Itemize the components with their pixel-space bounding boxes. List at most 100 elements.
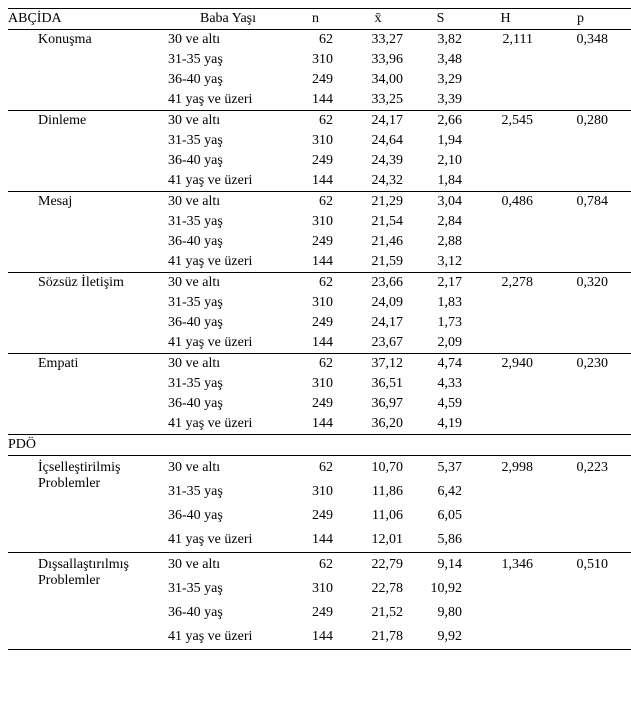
cell-p: 0,348 [543, 30, 618, 51]
cell-xbar: 33,25 [343, 90, 413, 111]
cell-p: 0,320 [543, 273, 618, 294]
col-xbar: x̄ [343, 9, 413, 30]
cell-n: 144 [288, 171, 343, 192]
cell-age: 30 ve altı [168, 456, 288, 481]
cell-p [543, 171, 618, 192]
cell-s: 1,73 [413, 313, 468, 333]
cell-n: 249 [288, 232, 343, 252]
cell-h: 2,545 [468, 111, 543, 132]
cell-p [543, 625, 618, 650]
cell-age: 31-35 yaş [168, 293, 288, 313]
cell-n: 144 [288, 625, 343, 650]
cell-h [468, 625, 543, 650]
cell-s: 9,92 [413, 625, 468, 650]
cell-p: 0,510 [543, 553, 618, 578]
cell-xbar: 12,01 [343, 528, 413, 553]
cell-n: 249 [288, 394, 343, 414]
cell-h [468, 374, 543, 394]
group-name: İçselleştirilmiş Problemler [38, 456, 168, 553]
cell-age: 41 yaş ve üzeri [168, 625, 288, 650]
cell-xbar: 33,27 [343, 30, 413, 51]
cell-s: 2,66 [413, 111, 468, 132]
group-name: Empati [38, 354, 168, 435]
cell-s: 4,74 [413, 354, 468, 375]
cell-p [543, 333, 618, 354]
cell-age: 31-35 yaş [168, 577, 288, 601]
cell-n: 62 [288, 273, 343, 294]
cell-n: 310 [288, 374, 343, 394]
cell-n: 144 [288, 90, 343, 111]
table-row: Sözsüz İletişim30 ve altı6223,662,172,27… [8, 273, 631, 294]
cell-age: 36-40 yaş [168, 70, 288, 90]
cell-n: 310 [288, 131, 343, 151]
section-row-pdo: PDÖ [8, 435, 631, 456]
cell-age: 36-40 yaş [168, 151, 288, 171]
cell-p: 0,784 [543, 192, 618, 213]
cell-h [468, 151, 543, 171]
cell-xbar: 23,66 [343, 273, 413, 294]
cell-s: 2,10 [413, 151, 468, 171]
cell-h: 2,998 [468, 456, 543, 481]
cell-p [543, 577, 618, 601]
cell-s: 1,84 [413, 171, 468, 192]
cell-p [543, 252, 618, 273]
col-s: S [413, 9, 468, 30]
cell-n: 249 [288, 151, 343, 171]
cell-age: 36-40 yaş [168, 504, 288, 528]
cell-xbar: 24,64 [343, 131, 413, 151]
cell-h [468, 480, 543, 504]
group-name: Dinleme [38, 111, 168, 192]
cell-s: 5,86 [413, 528, 468, 553]
cell-xbar: 33,96 [343, 50, 413, 70]
cell-p [543, 212, 618, 232]
table-row: Konuşma30 ve altı6233,273,822,1110,348 [8, 30, 631, 51]
cell-h [468, 232, 543, 252]
cell-n: 310 [288, 293, 343, 313]
col-h: H [468, 9, 543, 30]
table-row: Mesaj30 ve altı6221,293,040,4860,784 [8, 192, 631, 213]
cell-n: 62 [288, 111, 343, 132]
table-header-row: ABÇİDA Baba Yaşı n x̄ S H p [8, 9, 631, 30]
cell-s: 10,92 [413, 577, 468, 601]
group-name: Mesaj [38, 192, 168, 273]
cell-xbar: 23,67 [343, 333, 413, 354]
cell-p [543, 151, 618, 171]
col-n: n [288, 9, 343, 30]
cell-xbar: 21,46 [343, 232, 413, 252]
cell-n: 249 [288, 601, 343, 625]
cell-xbar: 22,79 [343, 553, 413, 578]
cell-p [543, 374, 618, 394]
cell-xbar: 10,70 [343, 456, 413, 481]
col-section: ABÇİDA [8, 9, 168, 30]
group-name: Konuşma [38, 30, 168, 111]
cell-h [468, 528, 543, 553]
cell-p [543, 70, 618, 90]
cell-s: 1,94 [413, 131, 468, 151]
cell-p: 0,230 [543, 354, 618, 375]
table-row: İçselleştirilmiş Problemler30 ve altı621… [8, 456, 631, 481]
cell-n: 249 [288, 70, 343, 90]
cell-age: 31-35 yaş [168, 212, 288, 232]
cell-n: 310 [288, 50, 343, 70]
cell-age: 36-40 yaş [168, 394, 288, 414]
cell-n: 62 [288, 354, 343, 375]
cell-xbar: 34,00 [343, 70, 413, 90]
cell-n: 310 [288, 212, 343, 232]
cell-age: 31-35 yaş [168, 131, 288, 151]
cell-age: 30 ve altı [168, 273, 288, 294]
cell-xbar: 36,97 [343, 394, 413, 414]
group-name: Sözsüz İletişim [38, 273, 168, 354]
cell-s: 2,09 [413, 333, 468, 354]
table-row: Empati30 ve altı6237,124,742,9400,230 [8, 354, 631, 375]
cell-n: 144 [288, 252, 343, 273]
cell-age: 30 ve altı [168, 192, 288, 213]
cell-h [468, 131, 543, 151]
cell-xbar: 22,78 [343, 577, 413, 601]
cell-h: 2,278 [468, 273, 543, 294]
col-p: p [543, 9, 618, 30]
cell-h [468, 601, 543, 625]
cell-xbar: 24,17 [343, 313, 413, 333]
cell-h: 0,486 [468, 192, 543, 213]
cell-n: 249 [288, 504, 343, 528]
cell-age: 31-35 yaş [168, 374, 288, 394]
